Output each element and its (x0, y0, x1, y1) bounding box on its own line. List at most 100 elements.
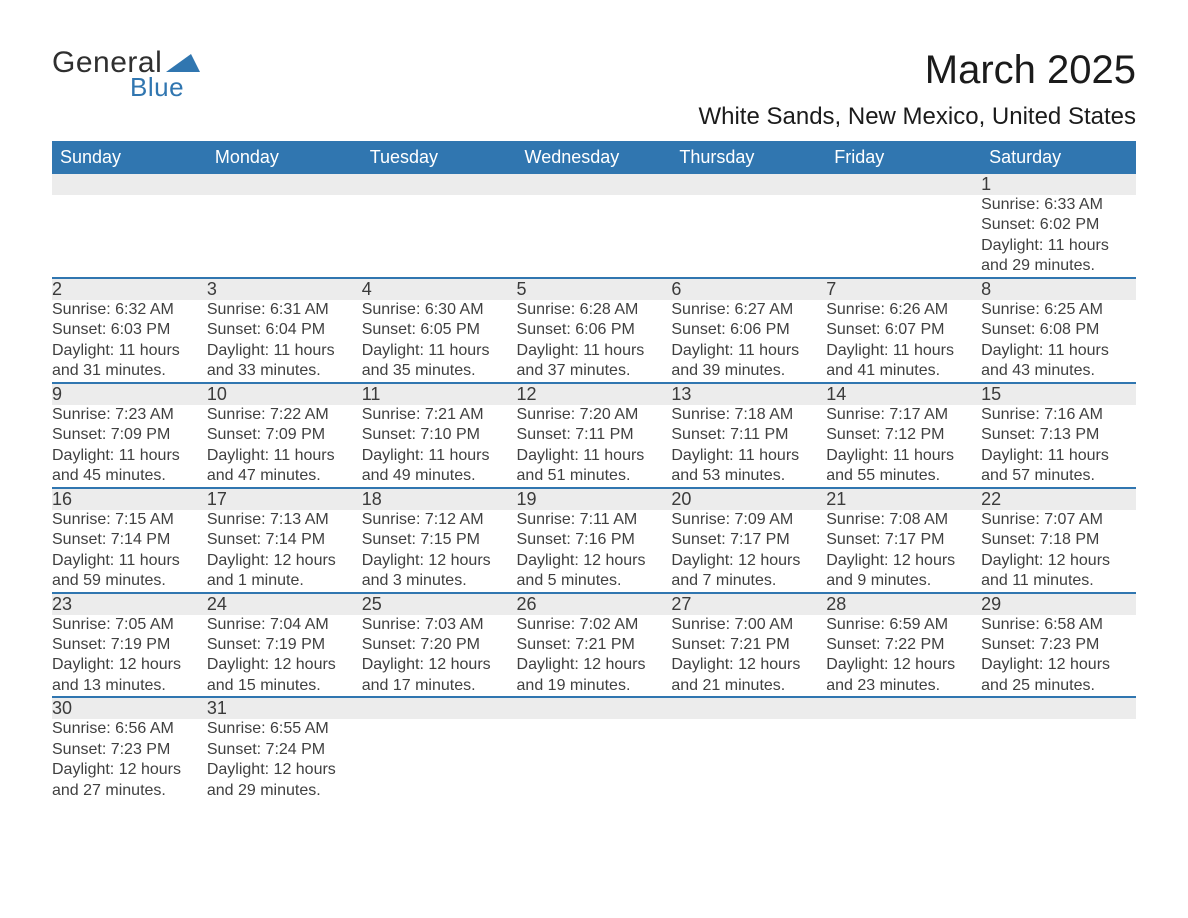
day-number-cell: 26 (517, 593, 672, 615)
day-detail-cell: Sunrise: 7:23 AMSunset: 7:09 PMDaylight:… (52, 405, 207, 488)
weekday-header: Saturday (981, 141, 1136, 174)
day-number-cell: 7 (826, 278, 981, 300)
day-detail-cell: Sunrise: 7:02 AMSunset: 7:21 PMDaylight:… (517, 615, 672, 698)
sunset-text: Sunset: 7:11 PM (517, 425, 672, 445)
daylight-text: Daylight: 12 hours and 23 minutes. (826, 655, 981, 696)
weekday-header: Sunday (52, 141, 207, 174)
sunrise-text: Sunrise: 7:09 AM (671, 510, 826, 530)
day-number-cell (671, 697, 826, 719)
sunrise-text: Sunrise: 7:18 AM (671, 405, 826, 425)
day-detail-cell: Sunrise: 7:03 AMSunset: 7:20 PMDaylight:… (362, 615, 517, 698)
day-number-row: 1 (52, 174, 1136, 195)
sunset-text: Sunset: 6:07 PM (826, 320, 981, 340)
sunrise-text: Sunrise: 7:11 AM (517, 510, 672, 530)
sunset-text: Sunset: 6:02 PM (981, 215, 1136, 235)
day-detail-row: Sunrise: 6:32 AMSunset: 6:03 PMDaylight:… (52, 300, 1136, 383)
day-detail-cell (362, 719, 517, 801)
weekday-header-row: SundayMondayTuesdayWednesdayThursdayFrid… (52, 141, 1136, 174)
daylight-text: Daylight: 12 hours and 15 minutes. (207, 655, 362, 696)
day-detail-cell (207, 195, 362, 278)
day-number-cell: 25 (362, 593, 517, 615)
sunset-text: Sunset: 7:11 PM (671, 425, 826, 445)
sunrise-text: Sunrise: 7:04 AM (207, 615, 362, 635)
day-detail-cell: Sunrise: 7:09 AMSunset: 7:17 PMDaylight:… (671, 510, 826, 593)
sunrise-text: Sunrise: 6:28 AM (517, 300, 672, 320)
sunrise-text: Sunrise: 6:30 AM (362, 300, 517, 320)
day-number-cell: 13 (671, 383, 826, 405)
sunrise-text: Sunrise: 7:07 AM (981, 510, 1136, 530)
day-number-cell: 23 (52, 593, 207, 615)
day-number-cell: 17 (207, 488, 362, 510)
day-detail-cell (671, 195, 826, 278)
day-detail-row: Sunrise: 7:23 AMSunset: 7:09 PMDaylight:… (52, 405, 1136, 488)
sunrise-text: Sunrise: 6:58 AM (981, 615, 1136, 635)
daylight-text: Daylight: 11 hours and 39 minutes. (671, 341, 826, 382)
daylight-text: Daylight: 11 hours and 33 minutes. (207, 341, 362, 382)
sunrise-text: Sunrise: 7:16 AM (981, 405, 1136, 425)
daylight-text: Daylight: 11 hours and 35 minutes. (362, 341, 517, 382)
daylight-text: Daylight: 11 hours and 51 minutes. (517, 446, 672, 487)
day-detail-cell: Sunrise: 7:04 AMSunset: 7:19 PMDaylight:… (207, 615, 362, 698)
day-number-cell: 20 (671, 488, 826, 510)
logo-text-blue: Blue (130, 74, 200, 100)
day-number-cell: 18 (362, 488, 517, 510)
sunset-text: Sunset: 7:15 PM (362, 530, 517, 550)
day-number-cell: 29 (981, 593, 1136, 615)
daylight-text: Daylight: 12 hours and 17 minutes. (362, 655, 517, 696)
sunset-text: Sunset: 7:21 PM (671, 635, 826, 655)
day-number-cell (52, 174, 207, 195)
daylight-text: Daylight: 11 hours and 31 minutes. (52, 341, 207, 382)
daylight-text: Daylight: 11 hours and 59 minutes. (52, 551, 207, 592)
daylight-text: Daylight: 12 hours and 1 minute. (207, 551, 362, 592)
sunrise-text: Sunrise: 7:17 AM (826, 405, 981, 425)
sunrise-text: Sunrise: 6:33 AM (981, 195, 1136, 215)
sunset-text: Sunset: 7:16 PM (517, 530, 672, 550)
day-number-cell: 10 (207, 383, 362, 405)
day-detail-cell: Sunrise: 7:17 AMSunset: 7:12 PMDaylight:… (826, 405, 981, 488)
sunset-text: Sunset: 6:04 PM (207, 320, 362, 340)
daylight-text: Daylight: 11 hours and 37 minutes. (517, 341, 672, 382)
sunrise-text: Sunrise: 7:05 AM (52, 615, 207, 635)
daylight-text: Daylight: 12 hours and 5 minutes. (517, 551, 672, 592)
day-number-cell (517, 697, 672, 719)
day-detail-cell: Sunrise: 6:30 AMSunset: 6:05 PMDaylight:… (362, 300, 517, 383)
daylight-text: Daylight: 12 hours and 3 minutes. (362, 551, 517, 592)
sunset-text: Sunset: 7:18 PM (981, 530, 1136, 550)
day-detail-cell: Sunrise: 6:32 AMSunset: 6:03 PMDaylight:… (52, 300, 207, 383)
day-number-cell: 24 (207, 593, 362, 615)
day-number-cell: 21 (826, 488, 981, 510)
sunset-text: Sunset: 7:09 PM (207, 425, 362, 445)
day-number-cell: 19 (517, 488, 672, 510)
daylight-text: Daylight: 11 hours and 43 minutes. (981, 341, 1136, 382)
sunrise-text: Sunrise: 7:15 AM (52, 510, 207, 530)
day-detail-cell: Sunrise: 6:55 AMSunset: 7:24 PMDaylight:… (207, 719, 362, 801)
day-number-row: 16171819202122 (52, 488, 1136, 510)
day-detail-row: Sunrise: 6:56 AMSunset: 7:23 PMDaylight:… (52, 719, 1136, 801)
day-number-cell (207, 174, 362, 195)
day-number-cell: 1 (981, 174, 1136, 195)
sunrise-text: Sunrise: 7:20 AM (517, 405, 672, 425)
sunrise-text: Sunrise: 6:31 AM (207, 300, 362, 320)
day-detail-cell (826, 195, 981, 278)
day-number-cell (826, 697, 981, 719)
sunset-text: Sunset: 7:21 PM (517, 635, 672, 655)
day-detail-cell: Sunrise: 6:59 AMSunset: 7:22 PMDaylight:… (826, 615, 981, 698)
daylight-text: Daylight: 12 hours and 7 minutes. (671, 551, 826, 592)
sunset-text: Sunset: 7:20 PM (362, 635, 517, 655)
day-detail-cell: Sunrise: 6:31 AMSunset: 6:04 PMDaylight:… (207, 300, 362, 383)
day-number-cell: 30 (52, 697, 207, 719)
sunrise-text: Sunrise: 7:22 AM (207, 405, 362, 425)
day-number-row: 3031 (52, 697, 1136, 719)
daylight-text: Daylight: 12 hours and 25 minutes. (981, 655, 1136, 696)
day-number-cell: 14 (826, 383, 981, 405)
weekday-header: Thursday (671, 141, 826, 174)
sunset-text: Sunset: 7:14 PM (52, 530, 207, 550)
sunset-text: Sunset: 7:19 PM (52, 635, 207, 655)
day-number-cell: 27 (671, 593, 826, 615)
day-detail-cell (981, 719, 1136, 801)
sunset-text: Sunset: 7:17 PM (826, 530, 981, 550)
day-number-cell: 12 (517, 383, 672, 405)
daylight-text: Daylight: 12 hours and 9 minutes. (826, 551, 981, 592)
daylight-text: Daylight: 12 hours and 29 minutes. (207, 760, 362, 801)
day-number-row: 23242526272829 (52, 593, 1136, 615)
